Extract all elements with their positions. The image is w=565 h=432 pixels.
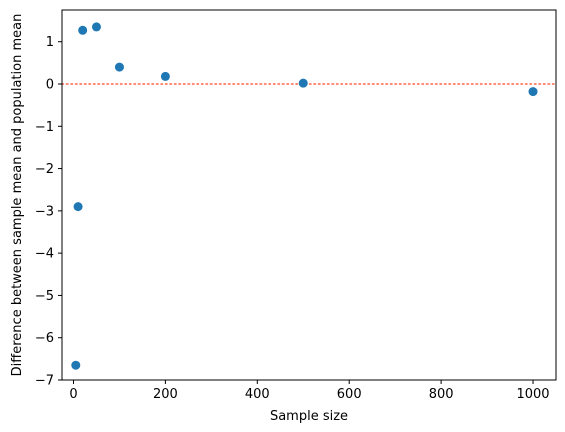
y-tick-label: −1 bbox=[35, 120, 54, 135]
x-tick-label: 600 bbox=[337, 387, 362, 402]
x-tick-label: 400 bbox=[245, 387, 270, 402]
y-tick-label: 1 bbox=[46, 35, 54, 50]
x-tick-label: 1000 bbox=[516, 387, 549, 402]
y-axis-label: Difference between sample mean and popul… bbox=[10, 14, 25, 377]
data-point-6 bbox=[160, 71, 170, 81]
data-point-1 bbox=[71, 360, 81, 370]
y-tick-label: −2 bbox=[35, 162, 54, 177]
y-tick-label: −7 bbox=[35, 374, 54, 389]
y-tick-label: −4 bbox=[35, 247, 54, 262]
x-tick-label: 0 bbox=[69, 387, 77, 402]
x-tick-label: 800 bbox=[429, 387, 454, 402]
x-tick-label: 200 bbox=[153, 387, 178, 402]
data-point-4 bbox=[91, 22, 101, 32]
y-axis: −7 −6 −5 −4 −3 −2 −1 0 1 bbox=[35, 35, 62, 389]
y-tick-label: −5 bbox=[35, 289, 54, 304]
data-point-8 bbox=[528, 87, 538, 97]
data-point-7 bbox=[298, 78, 308, 88]
x-axis-label: Sample size bbox=[270, 409, 348, 424]
data-point-3 bbox=[78, 25, 88, 35]
plot-frame bbox=[61, 9, 557, 381]
data-point-5 bbox=[114, 62, 124, 72]
x-axis: 0 200 400 600 800 1000 bbox=[69, 380, 550, 402]
y-tick-label: −6 bbox=[35, 331, 54, 346]
y-tick-label: −3 bbox=[35, 204, 54, 219]
y-tick-label: 0 bbox=[46, 78, 54, 93]
data-points bbox=[71, 22, 538, 370]
data-point-2 bbox=[73, 202, 83, 212]
